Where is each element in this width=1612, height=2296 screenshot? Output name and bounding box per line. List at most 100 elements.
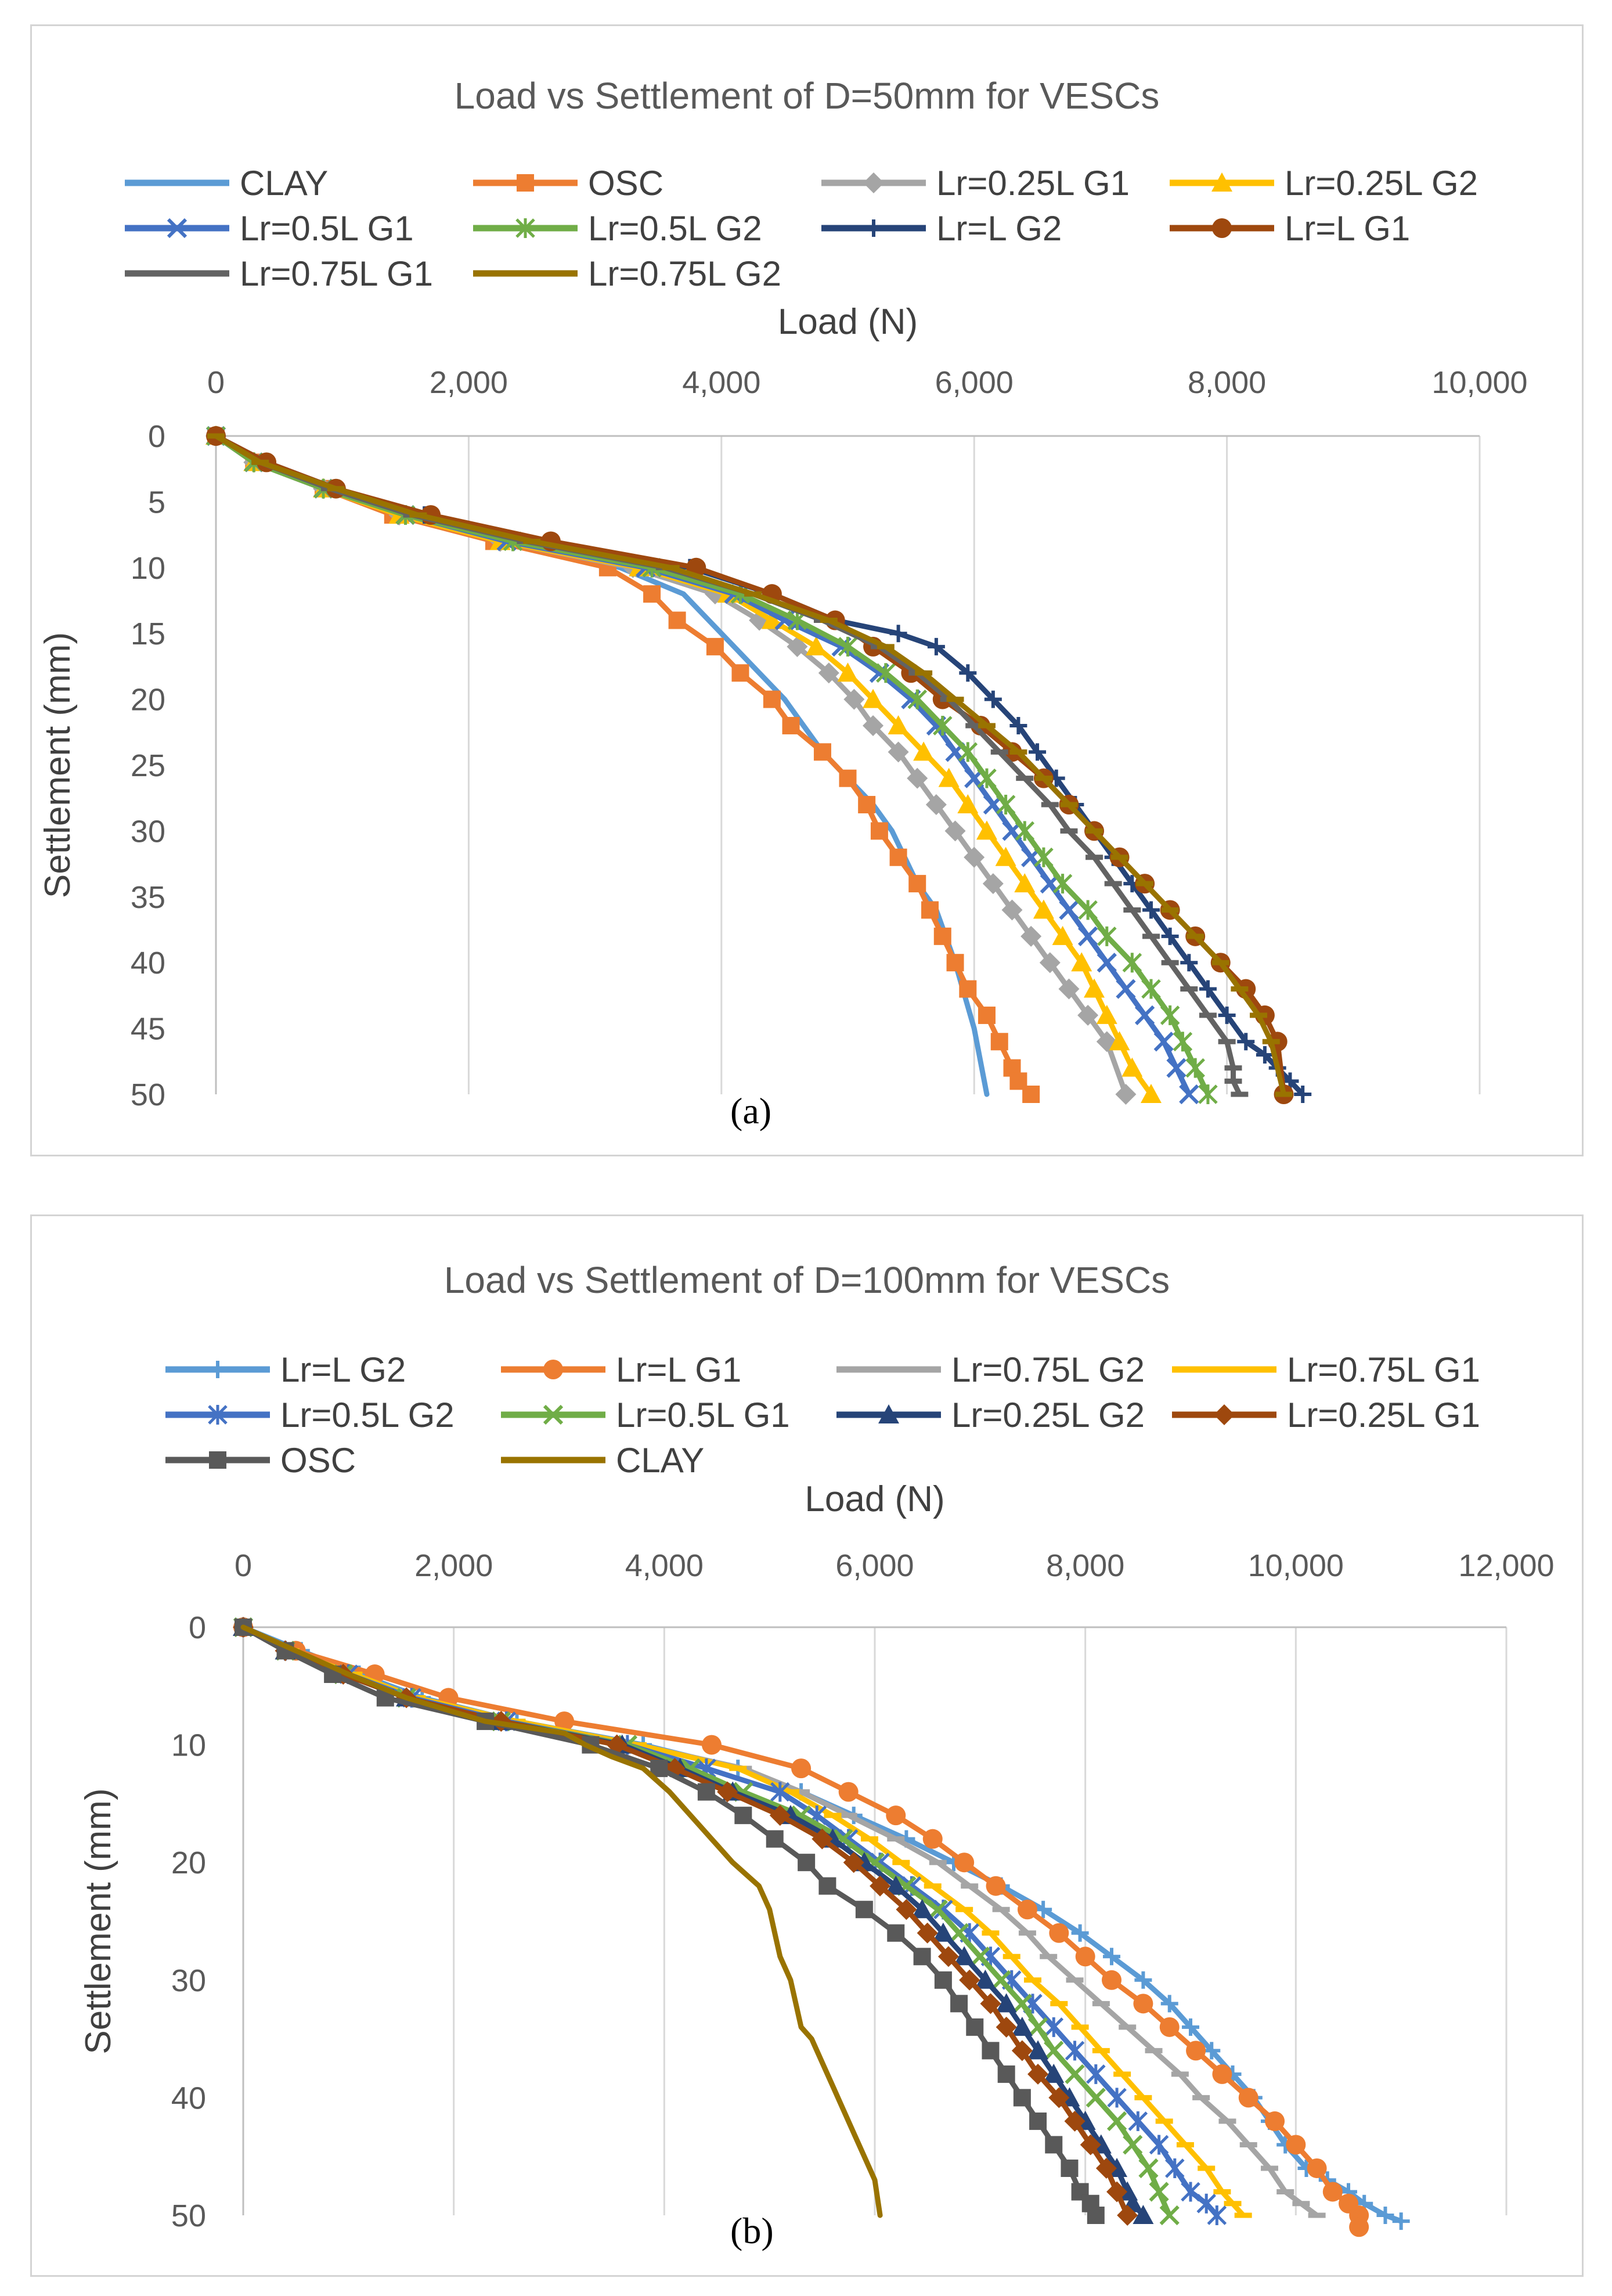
y-tick-label: 10 — [171, 1728, 206, 1763]
x-axis-label: Load (N) — [805, 1479, 944, 1519]
data-point-osc — [763, 690, 781, 708]
data-point-lr-l-g1 — [954, 1852, 975, 1873]
y-tick-label: 50 — [131, 1077, 165, 1112]
data-point-osc — [1061, 2159, 1079, 2177]
data-point-osc — [706, 637, 724, 655]
series-line-lr-0-5l-g2 — [213, 433, 1211, 1097]
series-lr-l-g2 — [207, 427, 1312, 1103]
legend-entry-lr-0-5l-g2-marker — [515, 218, 535, 238]
data-point-lr-0-5l-g1 — [1179, 1084, 1199, 1105]
data-point-lr-0-25l-g1 — [1058, 978, 1080, 1000]
data-point-lr-0-5l-g1 — [1078, 926, 1098, 946]
y-tick-label: 5 — [148, 485, 165, 520]
data-point-lr-0-25l-g2 — [938, 767, 960, 787]
legend-entry-lr-0-75l-g1-label: Lr=0.75L G1 — [1287, 1350, 1480, 1389]
data-point-lr-l-g1 — [554, 1711, 575, 1732]
y-tick-label: 30 — [131, 814, 165, 849]
data-point-lr-0-25l-g1 — [1106, 2181, 1128, 2203]
data-point-lr-0-5l-g2 — [1185, 1058, 1205, 1078]
y-tick-label: 10 — [131, 551, 165, 586]
data-point-lr-0-25l-g1 — [1064, 2110, 1086, 2132]
data-point-lr-0-5l-g2 — [1149, 2135, 1169, 2155]
data-point-lr-l-g1 — [1102, 1970, 1121, 1990]
data-point-lr-l-g2 — [1294, 1086, 1312, 1103]
y-tick-label: 40 — [171, 2081, 206, 2115]
series-line-osc — [240, 1624, 1099, 2218]
series-line-lr-0-25l-g1 — [213, 433, 1128, 1097]
data-point-lr-0-25l-g1 — [1115, 1084, 1137, 1105]
data-point-lr-0-5l-g1 — [1116, 979, 1136, 999]
data-point-lr-0-25l-g2 — [863, 689, 884, 708]
data-point-lr-l-g1 — [1322, 2182, 1343, 2202]
data-point-lr-0-5l-g1 — [1149, 2182, 1169, 2202]
x-tick-label: 0 — [207, 365, 225, 400]
data-point-lr-0-5l-g2 — [1141, 979, 1161, 999]
data-point-lr-0-25l-g2 — [1121, 1057, 1143, 1077]
data-point-lr-0-25l-g1 — [917, 1922, 938, 1944]
data-point-lr-0-5l-g2 — [1165, 2158, 1185, 2178]
data-point-osc — [668, 611, 686, 629]
series-lr-0-25l-g1 — [205, 426, 1137, 1105]
data-point-lr-0-25l-g1 — [1048, 2087, 1070, 2108]
data-point-lr-0-25l-g1 — [907, 767, 928, 789]
data-point-lr-0-5l-g1 — [1027, 2017, 1048, 2037]
x-tick-label: 8,000 — [1046, 1548, 1124, 1583]
data-point-lr-0-5l-g1 — [991, 1970, 1011, 1990]
data-point-lr-0-25l-g1 — [944, 820, 966, 842]
chart-a-svg: Load vs Settlement of D=50mm for VESCs CL… — [38, 75, 1528, 1112]
series-lr-l-g2 — [235, 1619, 1410, 2230]
y-tick-label: 0 — [189, 1610, 206, 1645]
data-point-osc — [950, 1995, 968, 2013]
data-point-lr-l-g1 — [838, 1782, 859, 1802]
chart-title: Load vs Settlement of D=50mm for VESCs — [455, 75, 1160, 117]
data-point-lr-l-g1 — [1307, 2158, 1327, 2178]
legend-entry-lr-l-g2-marker — [865, 219, 882, 237]
data-point-osc — [933, 927, 951, 945]
data-point-lr-l-g2 — [1256, 1046, 1274, 1064]
data-point-lr-0-25l-g1 — [1080, 2134, 1101, 2156]
series-line-lr-l-g1 — [240, 1624, 1362, 2230]
data-point-lr-l-g2 — [1392, 2212, 1410, 2230]
x-tick-label: 2,000 — [414, 1548, 493, 1583]
data-point-lr-0-5l-g1 — [1065, 2064, 1085, 2085]
data-point-lr-l-g1 — [1075, 1947, 1095, 1967]
data-point-lr-0-5l-g2 — [1065, 2041, 1085, 2061]
data-point-lr-l-g1 — [1186, 2041, 1206, 2061]
data-point-lr-0-25l-g2 — [1043, 2063, 1065, 2083]
data-point-lr-l-g1 — [886, 1805, 906, 1826]
data-point-lr-0-25l-g2 — [975, 1969, 996, 1989]
data-point-lr-0-5l-g2 — [1122, 953, 1142, 973]
y-tick-label: 50 — [171, 2198, 206, 2233]
data-point-lr-l-g1 — [1212, 2064, 1232, 2084]
data-point-lr-0-5l-g2 — [1107, 2088, 1127, 2108]
series-lr-0-5l-g2 — [206, 426, 1218, 1104]
legend-entry-lr-l-g2-marker — [209, 1361, 226, 1378]
y-tick-label: 20 — [171, 1846, 206, 1880]
data-point-lr-l-g2 — [1142, 901, 1160, 919]
y-axis-label: Settlement (mm) — [38, 632, 78, 898]
data-point-lr-0-25l-g1 — [1117, 2205, 1138, 2226]
series-line-lr-0-75l-g2 — [240, 1624, 1320, 2218]
data-point-lr-l-g2 — [984, 690, 1002, 708]
legend-entry-lr-0-25l-g1-marker — [1214, 1404, 1235, 1425]
legend-entry-lr-0-75l-g2-label: Lr=0.75L G2 — [951, 1350, 1145, 1389]
y-tick-label: 0 — [148, 419, 165, 454]
data-point-lr-0-5l-g2 — [838, 636, 858, 657]
data-point-osc — [813, 743, 831, 761]
data-point-osc — [1045, 2136, 1063, 2154]
chart-b-svg: Load vs Settlement of D=100mm for VESCs L… — [78, 1259, 1555, 2237]
data-point-lr-0-25l-g2 — [1140, 1084, 1162, 1103]
data-point-osc — [982, 2042, 1000, 2060]
legend-entry-lr-0-25l-g1-label: Lr=0.25L G1 — [936, 164, 1130, 203]
data-point-lr-0-5l-g2 — [1097, 926, 1117, 946]
data-point-lr-0-5l-g2 — [876, 663, 896, 683]
data-point-lr-0-5l-g1 — [1166, 1058, 1187, 1078]
data-point-lr-0-25l-g2 — [1133, 2205, 1154, 2224]
data-point-lr-0-25l-g2 — [1109, 1031, 1130, 1051]
data-point-lr-0-25l-g2 — [911, 1899, 933, 1919]
data-point-osc — [921, 901, 939, 919]
data-point-lr-0-25l-g1 — [980, 1993, 1001, 2014]
legend-entry-lr-0-5l-g1-marker — [543, 1404, 564, 1425]
legend-entry-osc-marker — [517, 174, 534, 192]
data-point-lr-0-5l-g1 — [1059, 900, 1079, 920]
